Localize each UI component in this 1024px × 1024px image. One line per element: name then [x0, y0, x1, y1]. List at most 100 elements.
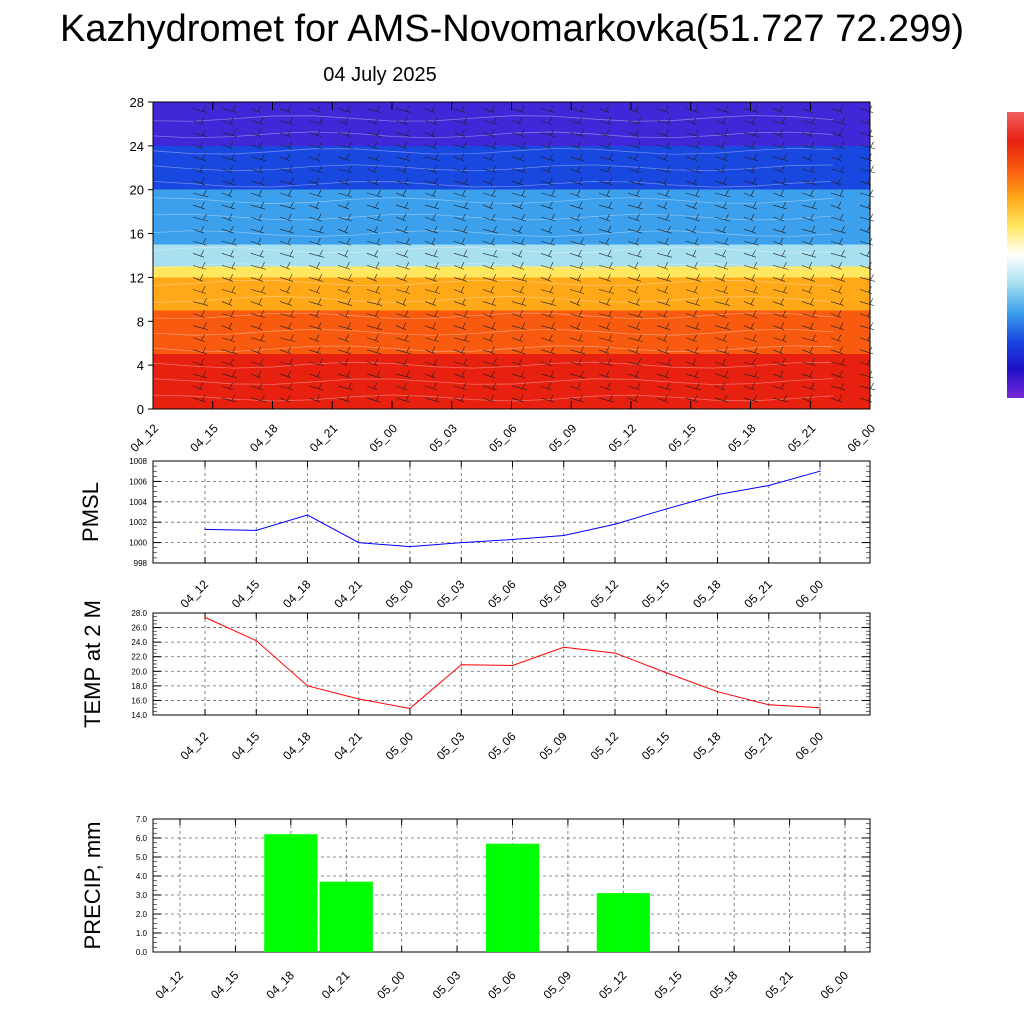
wind-barb [685, 117, 697, 125]
wind-barb [192, 213, 209, 222]
x-tick-label: 05_12 [606, 421, 640, 455]
wind-barb [308, 298, 323, 306]
wind-barb [743, 310, 758, 318]
wind-barb [830, 286, 843, 294]
wind-barb [453, 322, 467, 330]
wind-barb [714, 334, 728, 343]
wind-barb [801, 237, 814, 246]
wind-barb [540, 298, 557, 306]
wind-barb [627, 334, 644, 343]
wind-barb [685, 129, 700, 137]
wind-barb [366, 105, 382, 113]
wind-barb [308, 346, 322, 355]
wind-barb [743, 129, 760, 137]
pmsl-point [665, 508, 667, 510]
wind-barb [627, 370, 640, 379]
wind-barb [627, 249, 643, 258]
x-tick-label: 05_09 [541, 968, 575, 1002]
wind-barb [250, 370, 262, 379]
wind-barb [859, 165, 876, 174]
x-tick-label: 05_12 [596, 968, 630, 1002]
x-tick-label: 05_15 [639, 577, 673, 611]
wind-barb [569, 262, 585, 270]
contour-line [152, 131, 834, 139]
wind-barb [337, 189, 353, 198]
wind-barb [453, 153, 465, 162]
wind-barb [395, 322, 407, 330]
wind-barb [569, 310, 584, 318]
y-tick-label: 12 [130, 270, 144, 285]
wind-barb [308, 105, 322, 113]
wind-barb [308, 394, 321, 403]
wind-barb [772, 153, 789, 162]
temp-point [614, 652, 616, 654]
wind-barb [569, 286, 585, 294]
wind-barb [598, 394, 615, 403]
wind-barb [221, 237, 238, 246]
wind-barb [279, 274, 294, 282]
wind-barb [743, 370, 760, 379]
wind-barb [714, 249, 727, 258]
wind-barb [743, 153, 759, 162]
x-tick-label: 05_21 [741, 577, 775, 611]
temp-point [511, 664, 514, 667]
wind-barb [279, 201, 296, 210]
wind-barb [337, 225, 349, 234]
wind-barb [714, 117, 727, 125]
wind-barb [540, 177, 554, 186]
contour-line [152, 361, 834, 369]
wind-barb [424, 370, 436, 379]
wind-barb [221, 129, 238, 137]
wind-barb [598, 105, 610, 113]
wind-barb [482, 201, 494, 210]
wind-barb [772, 249, 787, 258]
wind-barb [627, 262, 639, 270]
x-tick-label: 05_03 [426, 421, 460, 455]
x-tick-label: 05_21 [741, 729, 775, 763]
wind-barb [395, 298, 407, 306]
x-tick-label: 04_15 [187, 421, 221, 455]
wind-barb [801, 370, 814, 379]
wind-barb [366, 225, 379, 234]
precip-bar [319, 881, 373, 952]
wind-barb [482, 153, 495, 162]
wind-barb [685, 334, 698, 343]
wind-barb [714, 237, 730, 246]
wind-barb [830, 213, 845, 222]
wind-barb [424, 249, 439, 258]
wind-barb [714, 225, 727, 234]
wind-barb [308, 262, 321, 270]
pmsl-point [409, 546, 411, 548]
wind-barb [714, 274, 726, 282]
wind-barb [482, 262, 495, 270]
wind-barb [656, 382, 672, 391]
wind-barb [250, 298, 263, 306]
x-tick-label: 04_18 [263, 968, 297, 1002]
wind-barb [337, 346, 352, 355]
precip-bar [264, 834, 318, 952]
wind-barb [221, 334, 236, 343]
wind-barb [569, 213, 581, 222]
wind-barb [453, 358, 469, 367]
wind-barb [830, 394, 843, 403]
y-tick-label: 8 [137, 314, 144, 329]
wind-barb [482, 358, 499, 367]
wind-barb [685, 274, 702, 282]
wind-barb [830, 382, 846, 391]
wind-barb [714, 153, 729, 162]
wind-barb [714, 286, 729, 294]
wind-barb [366, 117, 379, 125]
wind-barb [366, 346, 382, 355]
wind-barb [192, 334, 206, 343]
wind-barb [424, 129, 436, 137]
wind-barb [540, 322, 557, 330]
wind-barb [743, 262, 759, 270]
wind-barb [830, 346, 844, 355]
wind-barb [308, 370, 322, 379]
wind-barb [395, 153, 411, 162]
pmsl-point [614, 523, 616, 525]
wind-barb [424, 382, 438, 391]
wind-barb [540, 153, 555, 162]
wind-barb [772, 165, 786, 174]
wind-barb [511, 177, 524, 186]
